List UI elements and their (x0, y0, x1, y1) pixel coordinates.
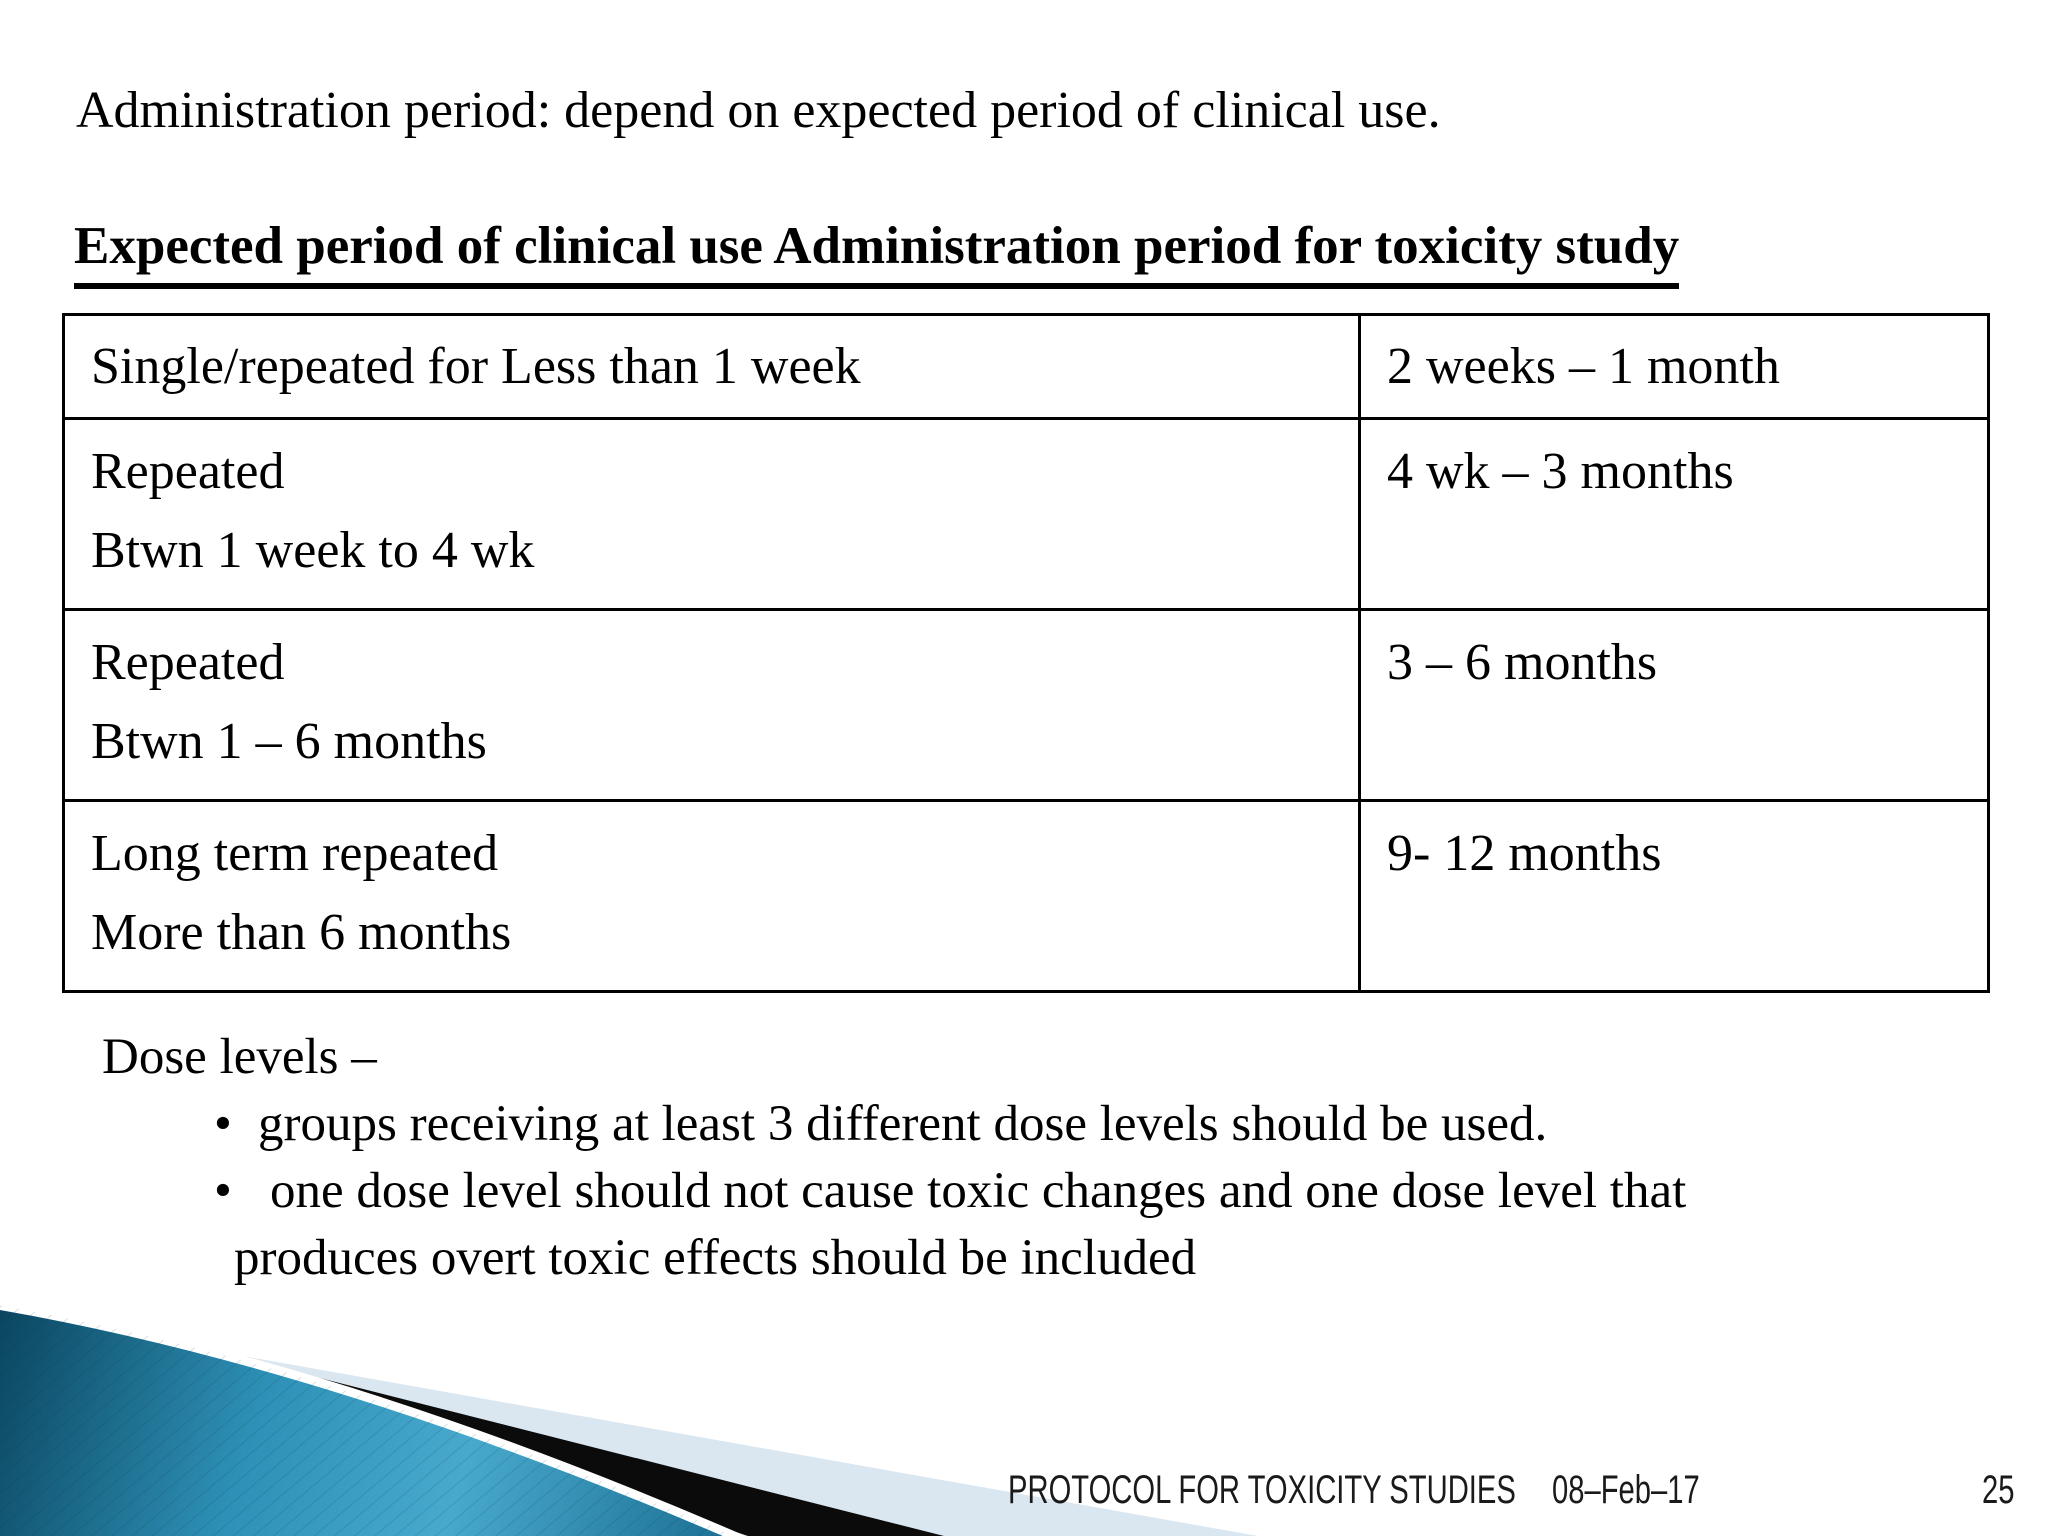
bullet-icon: • (214, 1163, 232, 1219)
dose-bullet-1: • groups receiving at least 3 different … (214, 1091, 2048, 1158)
admin-period-cell: 3 – 6 months (1387, 634, 1658, 691)
table-row: Long term repeated More than 6 months 9-… (62, 799, 1990, 993)
expected-use-cell: Single/repeated for Less than 1 week (91, 337, 861, 395)
table-row: Repeated Btwn 1 – 6 months 3 – 6 months (62, 608, 1990, 802)
teal-swoosh-shape (0, 1300, 746, 1536)
admin-period-cell: 2 weeks – 1 month (1387, 337, 1780, 395)
dose-bullet-1-text: groups receiving at least 3 different do… (258, 1096, 1548, 1152)
dose-bullet-2: • one dose level should not cause toxic … (214, 1158, 2048, 1225)
teal-swoosh-texture (0, 1305, 735, 1536)
administration-period-table: Single/repeated for Less than 1 week 2 w… (62, 313, 1990, 993)
table-row: Repeated Btwn 1 week to 4 wk 4 wk – 3 mo… (62, 417, 1990, 611)
expected-use-cell-line1: Repeated (91, 634, 285, 691)
section-heading: Expected period of clinical use Administ… (74, 216, 1680, 289)
expected-use-cell-line1: Long term repeated (91, 825, 499, 882)
dose-bullet-2-continuation: produces overt toxic effects should be i… (234, 1230, 1197, 1286)
expected-use-cell-line2: Btwn 1 – 6 months (91, 713, 487, 771)
black-stripe-shape (122, 1328, 944, 1536)
expected-use-cell-line2: More than 6 months (91, 904, 512, 962)
section-heading-text: Expected period of clinical use Administ… (74, 216, 1680, 289)
footer-page-number: 25 (1981, 1468, 2014, 1512)
admin-period-cell: 9- 12 months (1387, 825, 1662, 882)
intro-text: Administration period: depend on expecte… (76, 82, 1441, 139)
footer-presentation-title: PROTOCOL FOR TOXICITY STUDIES (1008, 1468, 1516, 1512)
admin-period-cell: 4 wk – 3 months (1387, 443, 1734, 500)
dose-levels-title: Dose levels – (102, 1029, 377, 1085)
table-row: Single/repeated for Less than 1 week 2 w… (62, 313, 1990, 420)
footer-date: 08–Feb–17 (1552, 1468, 1700, 1512)
expected-use-cell-line1: Repeated (91, 443, 285, 500)
expected-use-cell-line2: Btwn 1 week to 4 wk (91, 522, 535, 580)
dose-bullet-2-text: one dose level should not cause toxic ch… (270, 1163, 1687, 1219)
bullet-icon: • (214, 1096, 232, 1152)
dose-levels-section: Dose levels – • groups receiving at leas… (0, 1024, 2048, 1292)
